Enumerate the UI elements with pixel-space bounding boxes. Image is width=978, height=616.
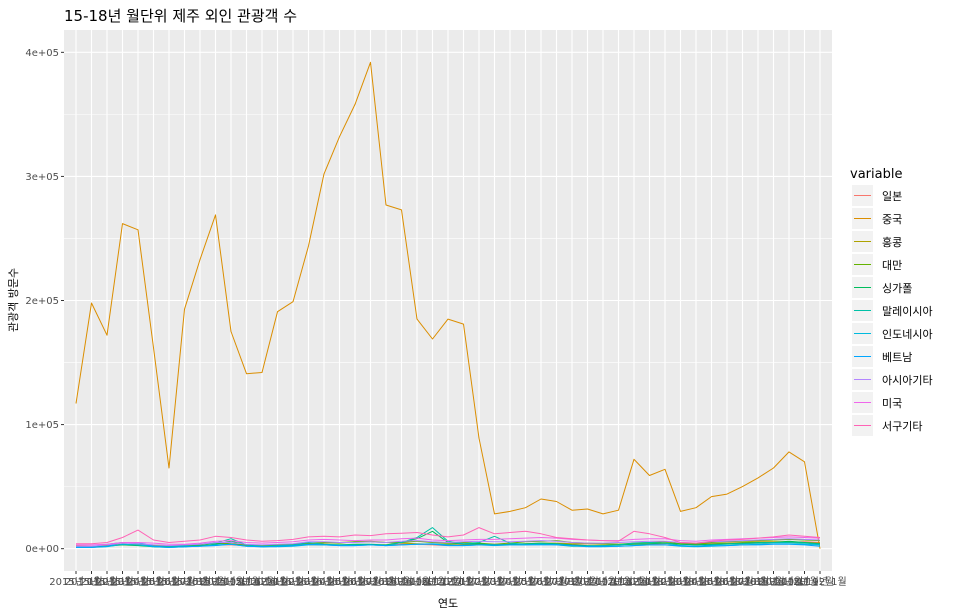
x-tick-label: 2019년 1월 [793,576,846,588]
x-tick-label: 2016년 9월 [359,576,412,588]
x-tick-label: 2016년 11월 [387,576,447,588]
legend-label: 중국 [882,213,902,226]
y-tick-label: 2e+05 [25,296,59,307]
y-tick-label: 3e+05 [25,172,59,183]
x-tick-label: 2017년 1월 [421,576,474,588]
x-tick-label: 2018년 10월 [744,576,804,588]
x-tick-label: 2015년 7월 [142,576,195,588]
x-tick-label: 2018년 3월 [638,576,691,588]
x-tick-label: 2018년 11월 [759,576,819,588]
x-tick-label: 2018년 6월 [685,576,738,588]
y-axis: 0e+00 1e+05 2e+05 3e+05 4e+05 [25,48,64,555]
legend-label: 일본 [882,189,902,203]
x-tick-label: 2017년 12월 [589,576,649,588]
x-tick-label: 2016년 10월 [372,576,432,588]
legend-label: 싱가폴 [882,282,912,295]
x-tick-label: 2017년 3월 [452,576,505,588]
x-tick-label: 2017년 4월 [468,576,521,588]
x-tick-label: 2017년 10월 [558,576,618,588]
legend-title: variable [850,167,902,182]
x-axis-title: 연도 [438,597,458,610]
x-tick-label: 2015년 12월 [217,576,277,588]
x-tick-label: 2015년 11월 [201,576,261,588]
x-tick-label: 2018년 1월 [607,576,660,588]
x-tick-label: 2016년 8월 [344,576,397,588]
x-tick-label: 2018년 2월 [623,576,676,588]
series-line-대만 [76,538,821,548]
series-line-서구기타 [76,527,821,545]
x-tick-label: 2016년 12월 [403,576,463,588]
x-tick-label: 2016년 6월 [313,576,366,588]
x-tick-label: 2015년 5월 [111,576,164,588]
x-tick-label: 2015년 9월 [173,576,226,588]
legend-label: 대만 [882,259,902,272]
x-tick-label: 2017년 8월 [530,576,583,588]
x-tick-label: 2018년 12월 [775,576,835,588]
x-tick-label: 2017년 9월 [545,576,598,588]
y-tick-label: 4e+05 [25,48,59,59]
x-tick-label: 2015년 2월 [65,576,118,588]
x-tick-label: 2016년 7월 [328,576,381,588]
chart-title: 15-18년 월단위 제주 외인 관광객 수 [64,7,297,25]
x-tick-label: 2015년 4월 [96,576,149,588]
legend-label: 인도네시아 [882,328,933,341]
x-tick-label: 2015년 10월 [186,576,246,588]
x-tick-label: 2015년 6월 [127,576,180,588]
y-tick-label: 1e+05 [25,420,59,431]
x-tick-label: 2016년 4월 [282,576,335,588]
legend-label: 홍콩 [882,235,902,249]
x-tick-label: 2017년 6월 [499,576,552,588]
x-tick-label: 2015년 1월 [49,576,102,588]
x-tick-label: 2017년 5월 [483,576,536,588]
grid-major [64,30,832,571]
x-tick-label: 2015년 3월 [80,576,133,588]
x-tick-label: 2016년 1월 [235,576,288,588]
x-tick-label: 2016년 5월 [297,576,350,588]
series-line-중국 [75,61,821,549]
y-tick-label: 0e+00 [25,544,59,555]
x-tick-label: 2017년 11월 [573,576,633,588]
x-tick-label: 2017년 2월 [437,576,490,588]
legend-label: 베트남 [882,351,912,364]
legend-label: 미국 [882,397,902,410]
legend-label: 서구기타 [882,420,922,433]
legend-label: 아시아기타 [882,374,933,387]
legend-label: 말레이시아 [882,305,933,318]
x-tick-label: 2016년 3월 [266,576,319,588]
y-axis-title: 관광객 방문수 [7,268,20,332]
x-tick-label: 2018년 5월 [669,576,722,588]
x-tick-label: 2016년 2월 [251,576,304,588]
series-line-베트남 [76,542,821,548]
series-line-미국 [76,536,821,546]
series-lines [75,61,821,549]
x-tick-label: 2018년 8월 [716,576,769,588]
x-tick-label: 2018년 9월 [731,576,784,588]
x-tick-label: 2015년 8월 [158,576,211,588]
x-tick-label: 2017년 7월 [514,576,567,588]
x-tick-label: 2018년 4월 [654,576,707,588]
x-tick-label: 2018년 7월 [700,576,753,588]
legend: variable 일본중국홍콩대만싱가폴말레이시아인도네시아베트남아시아기타미국… [850,167,933,436]
